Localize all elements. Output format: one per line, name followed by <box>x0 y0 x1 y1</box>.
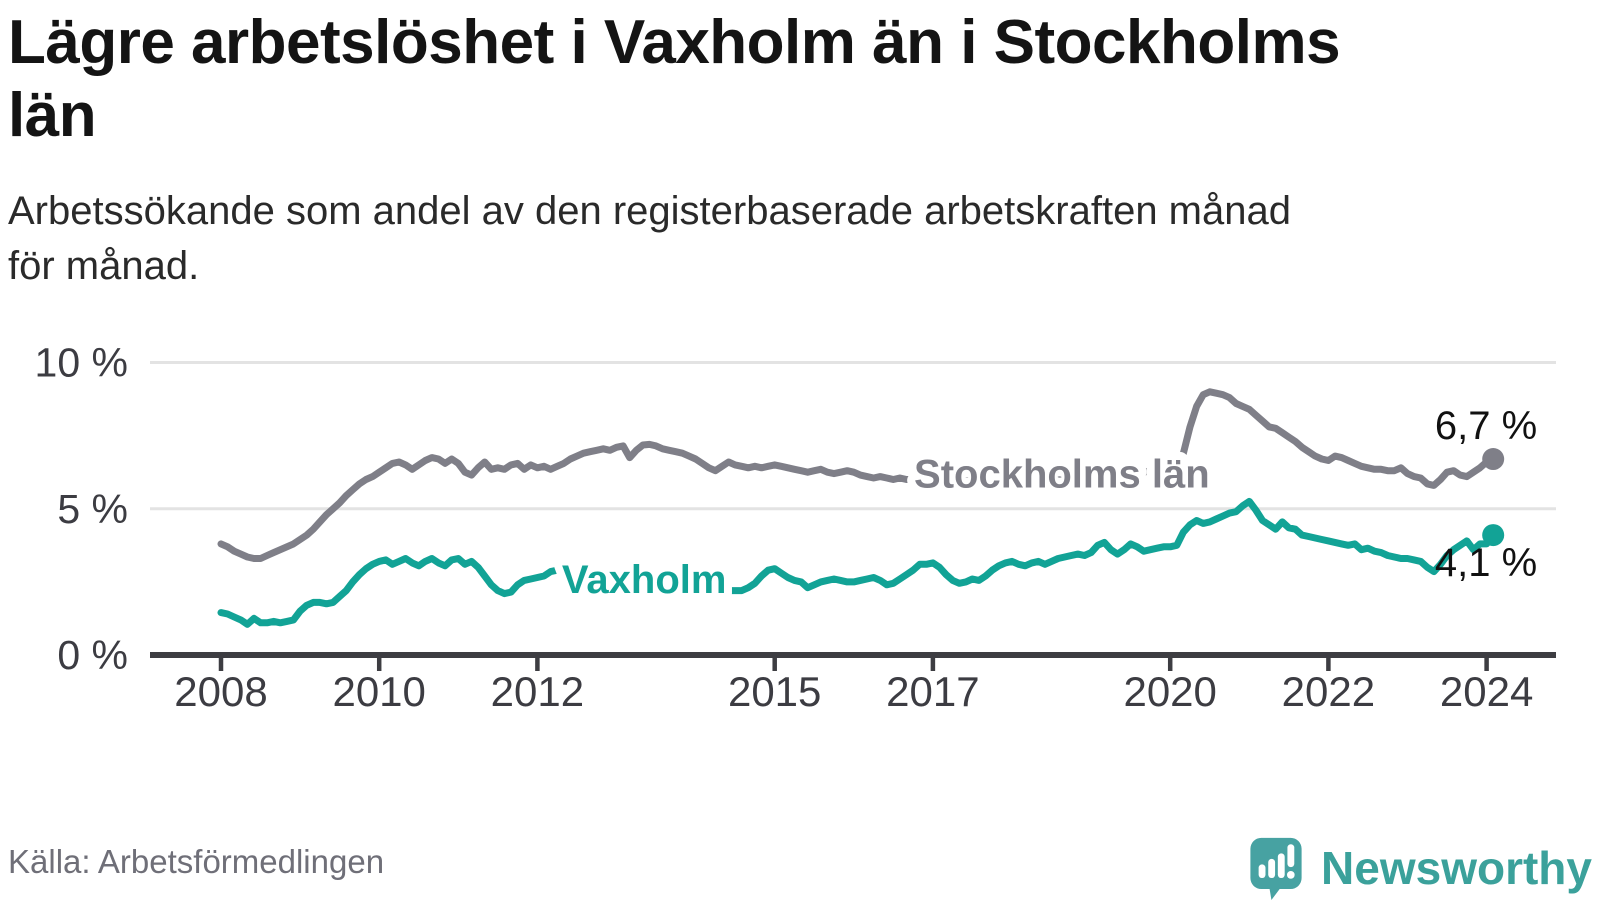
x-axis-label: 2022 <box>1282 668 1375 715</box>
series-end-value-label: 6,7 % <box>1435 404 1537 448</box>
newsworthy-speech-bubble-chart-icon <box>1250 837 1302 900</box>
chart-subtitle: Arbetssökande som andel av den registerb… <box>8 189 1291 289</box>
x-axis-label: 2024 <box>1440 668 1533 715</box>
x-axis-label: 2012 <box>491 668 584 715</box>
page-title: Lägre arbetslöshet i Vaxholm än i Stockh… <box>8 8 1341 151</box>
series-line-stockholms-l-n <box>217 388 1497 562</box>
series-end-dot <box>1482 524 1505 547</box>
series-end-dot <box>1482 448 1505 471</box>
x-axis-label: 2015 <box>728 668 821 715</box>
series-line-vaxholm <box>217 497 1497 628</box>
newsworthy-logo: Newsworthy <box>1248 836 1592 900</box>
x-axis-label: 2010 <box>332 668 425 715</box>
newsworthy-wordmark: Newsworthy <box>1321 842 1592 894</box>
x-axis-label: 2017 <box>886 668 979 715</box>
series-end-value-label: 4,1 % <box>1435 541 1537 585</box>
y-axis-label: 10 % <box>35 340 128 386</box>
source-note: Källa: Arbetsförmedlingen <box>8 843 385 880</box>
y-axis-label: 0 % <box>57 632 128 678</box>
x-axis-label: 2020 <box>1123 668 1216 715</box>
y-axis-label: 5 % <box>57 486 128 532</box>
series-label-stockholms-l-n: Stockholms län <box>914 453 1210 497</box>
x-axis-label: 2008 <box>174 668 267 715</box>
series-label-vaxholm: Vaxholm <box>562 558 727 602</box>
